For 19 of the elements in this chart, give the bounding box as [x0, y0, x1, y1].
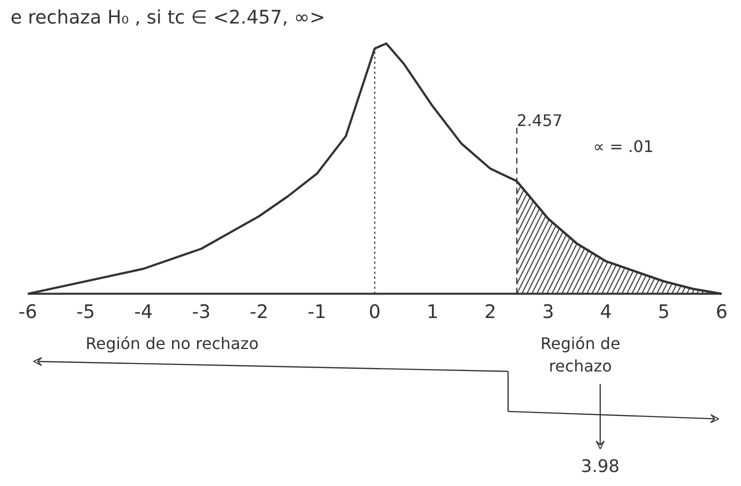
x-tick-label: 4: [600, 302, 612, 323]
x-tick-label: -6: [18, 302, 38, 323]
text: Región de rechazo: [540, 334, 620, 376]
x-tick-label: -2: [250, 302, 268, 323]
x-tick-label: 1: [426, 302, 438, 323]
x-tick-label: 5: [658, 302, 670, 323]
ref-line-label: 2.457: [516, 111, 563, 130]
x-tick-label: 6: [716, 302, 728, 323]
text: Región de no rechazo: [86, 334, 259, 353]
x-tick-label: 0: [368, 302, 381, 323]
x-tick-label: -4: [134, 302, 153, 323]
x-tick-label: -3: [192, 302, 211, 323]
x-tick-label: -1: [308, 302, 326, 323]
x-tick-label: -5: [76, 302, 95, 323]
text: 3.98: [580, 456, 620, 477]
x-tick-label: 3: [542, 302, 554, 323]
annotation: ∝ = .01: [593, 137, 654, 156]
x-tick-label: 2: [484, 302, 496, 323]
chart-title: e rechaza H₀ , si tc ∈ <2.457, ∞>: [10, 8, 326, 28]
